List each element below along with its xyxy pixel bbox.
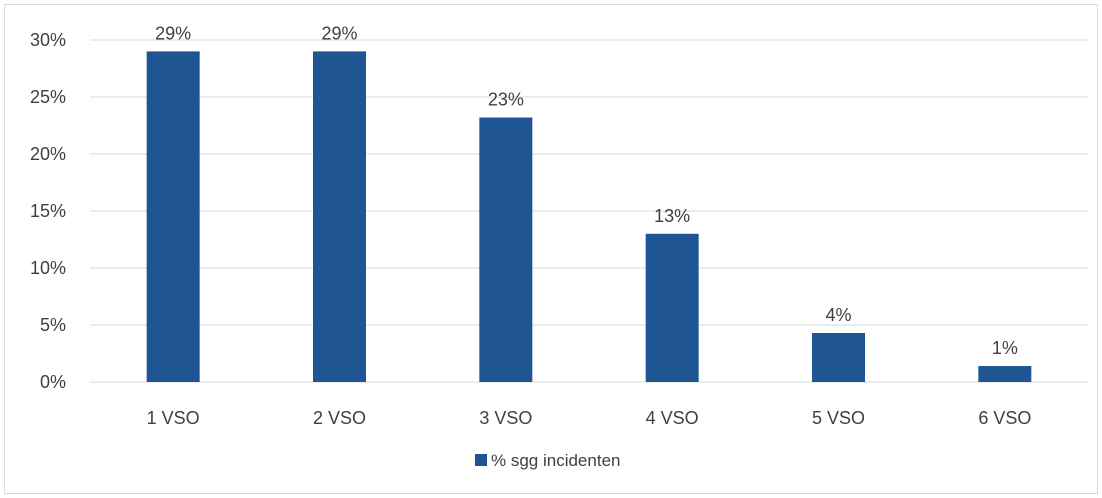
gridlines [90, 39, 1088, 383]
x-tick-label: 2 VSO [313, 408, 366, 428]
data-labels: 29% 29% 23% 13% 4% 1% [155, 23, 1018, 358]
legend-swatch [475, 454, 487, 466]
y-tick-label: 15% [30, 201, 66, 221]
x-tick-label: 6 VSO [978, 408, 1031, 428]
bar[interactable] [146, 51, 200, 383]
legend[interactable]: % sgg incidenten [475, 451, 620, 470]
x-axis: 1 VSO 2 VSO 3 VSO 4 VSO 5 VSO 6 VSO [147, 408, 1032, 428]
bars [146, 51, 1032, 383]
y-axis: 0% 5% 10% 15% 20% 25% 30% [30, 30, 66, 392]
x-tick-label: 5 VSO [812, 408, 865, 428]
bar[interactable] [479, 117, 533, 383]
data-label: 23% [488, 90, 524, 110]
data-label: 1% [992, 338, 1018, 358]
x-tick-label: 3 VSO [479, 408, 532, 428]
x-tick-label: 1 VSO [147, 408, 200, 428]
bar[interactable] [645, 233, 699, 382]
y-tick-label: 5% [40, 315, 66, 335]
bar[interactable] [978, 366, 1032, 382]
data-label: 4% [825, 305, 851, 325]
data-label: 13% [654, 206, 690, 226]
bar[interactable] [313, 51, 366, 383]
x-tick-label: 4 VSO [646, 408, 699, 428]
y-tick-label: 0% [40, 372, 66, 392]
legend-label: % sgg incidenten [491, 451, 620, 470]
y-tick-label: 30% [30, 30, 66, 50]
data-label: 29% [155, 23, 191, 43]
data-label: 29% [321, 23, 357, 43]
bar[interactable] [812, 332, 865, 382]
y-tick-label: 25% [30, 87, 66, 107]
y-tick-label: 10% [30, 258, 66, 278]
y-tick-label: 20% [30, 144, 66, 164]
